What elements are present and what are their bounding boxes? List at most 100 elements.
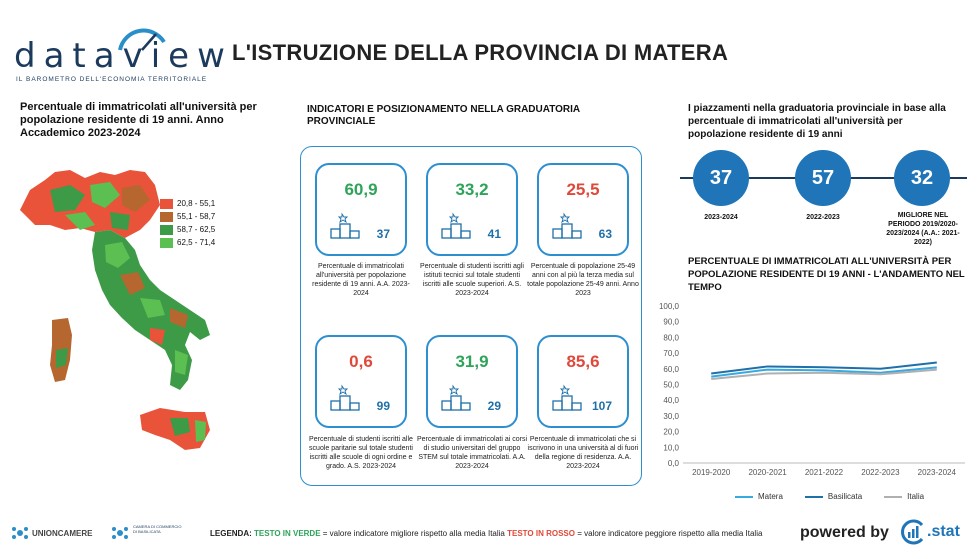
ranking-label: MIGLIORE NEL PERIODO 2019/2020-2023/2024… (886, 212, 960, 246)
legend-line-italia (884, 495, 903, 498)
indicator-description: Percentuale di immatricolati all'univers… (312, 263, 410, 297)
podium-icon (330, 212, 360, 239)
indicator-card: 0,6 99 (315, 335, 407, 428)
map-legend: 20,8 - 55,1 55,1 - 58,7 58,7 - 62,5 62,5… (160, 197, 215, 249)
indicator-rank: 37 (376, 227, 390, 241)
y-tick-label: 40,0 (663, 396, 679, 405)
camera-commercio-logo: CAMERA DI COMMERCIO DI BASILICATA (133, 524, 182, 534)
legend-prefix: LEGENDA: (210, 529, 252, 538)
y-tick-label: 80,0 (663, 333, 679, 342)
indicator-value: 85,6 (566, 352, 600, 371)
indicator-description: Percentuale di immatricolati che si iscr… (527, 436, 639, 470)
indicator-description: Percentuale di immatricolati ai corsi di… (416, 436, 528, 470)
legend-swatch (160, 224, 173, 235)
x-tick-label: 2020-2021 (748, 468, 787, 477)
stat-logo: .stat (900, 519, 960, 545)
chart-legend-item: Basilicata (804, 492, 863, 501)
ranking-circle: 57 (795, 150, 851, 206)
legend-swatch (160, 211, 173, 222)
legend-label: 55,1 - 58,7 (177, 212, 216, 221)
indicators-title: INDICATORI E POSIZIONAMENTO NELLA GRADUA… (307, 104, 580, 127)
x-tick-label: 2019-2020 (692, 468, 731, 477)
y-tick-label: 50,0 (663, 381, 679, 390)
indicator-card: 33,2 41 (426, 163, 518, 256)
dataview-logo: dataview (14, 36, 233, 76)
legend-label: 58,7 - 62,5 (177, 225, 216, 234)
legend-swatch (160, 198, 173, 209)
italy-map (20, 170, 210, 450)
chart-legend: Matera Basilicata Italia (735, 492, 924, 501)
y-tick-label: 0,0 (668, 459, 680, 468)
legend-red: TESTO IN ROSSO (507, 529, 575, 538)
legend-swatch (160, 237, 173, 248)
y-tick-label: 10,0 (663, 443, 679, 452)
ranking-label: 2022-2023 (806, 214, 840, 221)
stat-text: .stat (927, 523, 960, 540)
indicator-description: Percentuale di studenti iscritti agli is… (420, 263, 524, 297)
indicator-value: 60,9 (344, 180, 378, 199)
indicator-value: 0,6 (349, 352, 373, 371)
y-tick-label: 70,0 (663, 349, 679, 358)
indicator-card: 60,9 37 (315, 163, 407, 256)
page-title: L'ISTRUZIONE DELLA PROVINCIA DI MATERA (232, 40, 729, 65)
indicator-rank: 107 (591, 399, 612, 413)
camera-commercio-icon (112, 527, 128, 539)
legend-line-matera (735, 495, 753, 498)
legend-line-basilicata (804, 495, 823, 498)
indicator-value: 33,2 (455, 180, 489, 199)
ranking-title: I piazzamenti nella graduatoria provinci… (688, 103, 946, 140)
indicator-card: 25,5 63 (537, 163, 629, 256)
x-tick-label: 2022-2023 (861, 468, 900, 477)
logo-arc-icon (118, 28, 166, 51)
indicator-value: 31,9 (455, 352, 489, 371)
indicator-card: 31,9 29 (426, 335, 518, 428)
legend-label: Matera (758, 492, 783, 501)
podium-icon (330, 384, 360, 411)
trend-chart: 100,0 90,0 80,0 70,0 60,0 50,0 40,0 30,0 20,0 10,… (659, 302, 965, 477)
y-tick-label: 90,0 (663, 318, 679, 327)
legend-row: 55,1 - 58,7 (160, 210, 215, 223)
indicator-value: 25,5 (566, 180, 600, 199)
map-title: Percentuale di immatricolati all'univers… (20, 101, 257, 139)
legend-label: Basilicata (827, 492, 863, 501)
legend-label: 62,5 - 71,4 (177, 238, 216, 247)
indicator-description: Percentuale di studenti iscritti alle sc… (309, 436, 413, 470)
chart-legend-item: Italia (884, 492, 924, 501)
podium-icon (552, 384, 582, 411)
chart-legend-item: Matera (735, 492, 783, 501)
stat-icon (901, 519, 924, 545)
legend-label: Italia (907, 492, 925, 501)
indicators-panel: 60,9 37 Percentuale di immatricolati all… (300, 146, 642, 486)
indicator-rank: 63 (598, 227, 612, 241)
powered-by-label: powered by (800, 524, 889, 541)
podium-icon (441, 212, 471, 239)
chart-title: PERCENTUALE DI IMMATRICOLATI ALL'UNIVERS… (688, 256, 965, 293)
logo-tagline: IL BAROMETRO DELL'ECONOMIA TERRITORIALE (16, 76, 208, 83)
unioncamere-logo: UNIONCAMERE (32, 529, 93, 538)
indicator-rank: 29 (487, 399, 501, 413)
series-line-basilicata (711, 361, 937, 375)
indicator-card: 85,6 107 (537, 335, 629, 428)
legend-red-text: = valore indicatore peggiore rispetto al… (577, 529, 763, 538)
legend-green: TESTO IN VERDE (254, 529, 321, 538)
podium-icon (552, 212, 582, 239)
y-tick-label: 60,0 (663, 365, 679, 374)
y-tick-label: 100,0 (659, 302, 680, 311)
y-tick-label: 30,0 (663, 412, 679, 421)
ranking-circle: 32 (894, 150, 950, 206)
podium-icon (441, 384, 471, 411)
series-line-matera (711, 366, 937, 378)
ranking-circle: 37 (693, 150, 749, 206)
x-tick-label: 2021-2022 (805, 468, 844, 477)
x-tick-label: 2023-2024 (918, 468, 957, 477)
indicator-description: Percentuale di popolazione 25-49 anni co… (527, 263, 639, 297)
series-line-italia (711, 368, 937, 381)
footer-legend: LEGENDA: TESTO IN VERDE = valore indicat… (210, 529, 762, 538)
legend-label: 20,8 - 55,1 (177, 199, 216, 208)
legend-row: 20,8 - 55,1 (160, 197, 215, 210)
ranking-label: 2023-2024 (704, 214, 738, 221)
legend-row: 62,5 - 71,4 (160, 236, 215, 249)
indicator-rank: 99 (376, 399, 390, 413)
legend-row: 58,7 - 62,5 (160, 223, 215, 236)
legend-green-text: = valore indicatore migliore rispetto al… (322, 529, 505, 538)
